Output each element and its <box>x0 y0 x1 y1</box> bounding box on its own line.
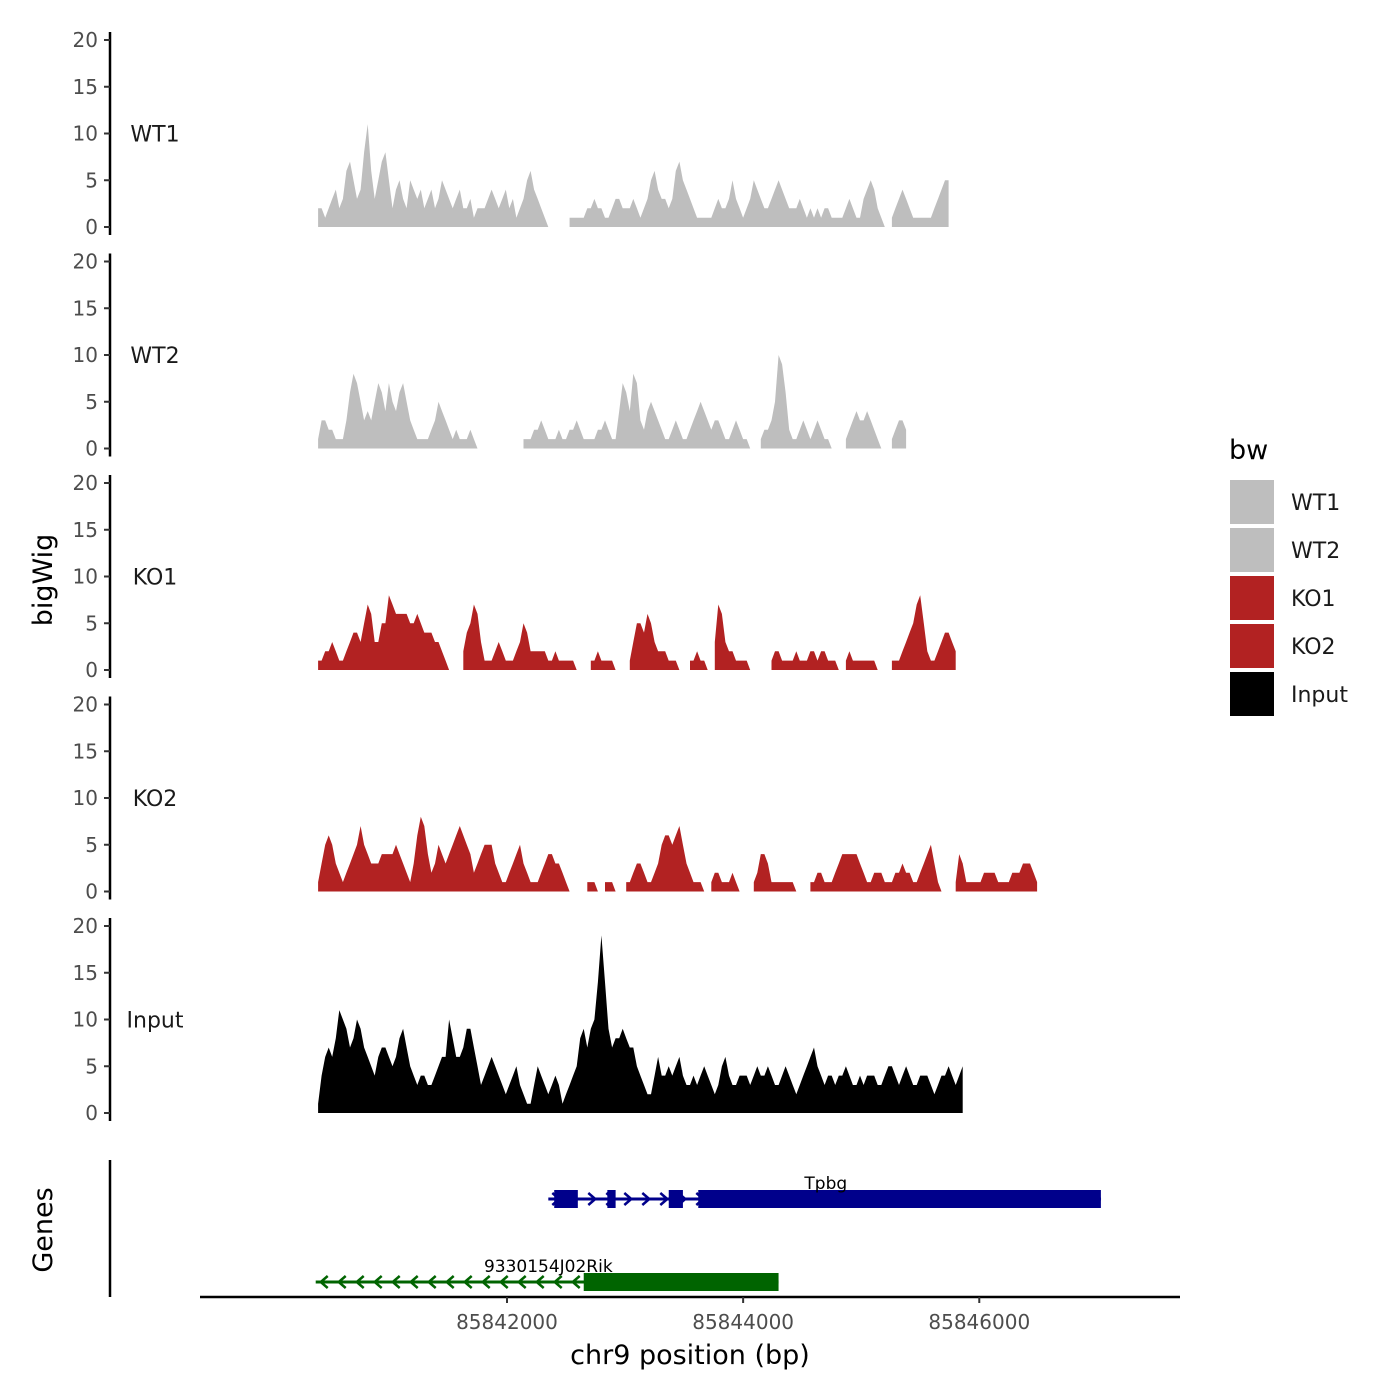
y-tick-label: 10 <box>73 1008 98 1032</box>
strand-arrow <box>408 1275 419 1289</box>
legend-entry-wt2: WT2 <box>1230 528 1340 572</box>
track-wt1: 0 5 10 15 20 WT1 <box>73 28 949 239</box>
y-tick-label: 0 <box>85 880 98 904</box>
legend-label: WT2 <box>1291 539 1340 564</box>
y-tick-label: 5 <box>85 833 98 857</box>
y-tick-label: 0 <box>85 437 98 461</box>
y-tick-label: 15 <box>73 961 98 985</box>
strand-arrow <box>623 1192 634 1206</box>
y-tick-label: 20 <box>73 471 98 495</box>
legend-entry-input: Input <box>1230 672 1348 716</box>
legend-swatch <box>1230 528 1274 572</box>
strand-arrow <box>641 1192 652 1206</box>
track-label: WT2 <box>130 344 179 369</box>
gene-name-label: 9330154J02Rik <box>484 1257 613 1277</box>
y-tick-label: 20 <box>73 914 98 938</box>
y-tick-label: 20 <box>73 28 98 52</box>
y-tick-label: 15 <box>73 75 98 99</box>
y-tick-label: 10 <box>73 786 98 810</box>
y-tick-label: 20 <box>73 693 98 717</box>
y-tick-label: 0 <box>85 215 98 239</box>
track-label: KO1 <box>133 566 178 591</box>
strand-arrow <box>480 1275 491 1289</box>
x-axis-title: chr9 position (bp) <box>570 1340 810 1371</box>
genes-axis-title: Genes <box>28 1187 59 1272</box>
gene-exon <box>607 1190 616 1208</box>
signal-area <box>318 124 949 227</box>
x-tick-label: 85846000 <box>928 1310 1030 1334</box>
strand-arrow <box>552 1275 563 1289</box>
legend-swatch <box>1230 480 1274 524</box>
y-tick-label: 5 <box>85 168 98 192</box>
strand-arrow <box>498 1275 509 1289</box>
strand-arrow <box>587 1192 598 1206</box>
signal-area <box>318 595 956 670</box>
legend-label: WT1 <box>1291 491 1340 516</box>
legend-swatch <box>1230 624 1274 668</box>
y-tick-label: 15 <box>73 739 98 763</box>
strand-arrow <box>534 1275 545 1289</box>
signal-area <box>318 355 907 449</box>
gene-9330154j02rik: 9330154J02Rik <box>315 1257 779 1291</box>
legend-entry-ko1: KO1 <box>1230 576 1336 620</box>
signal-area <box>318 816 1038 892</box>
strand-arrow <box>659 1192 670 1206</box>
y-tick-label: 10 <box>73 122 98 146</box>
y-tick-label: 10 <box>73 343 98 367</box>
track-wt2: 0 5 10 15 20 WT2 <box>73 250 907 461</box>
legend: bw WT1 WT2 KO1 KO2 Input <box>1229 435 1348 716</box>
strand-arrow <box>354 1275 365 1289</box>
strand-arrow <box>336 1275 347 1289</box>
strand-arrow <box>426 1275 437 1289</box>
y-tick-label: 0 <box>85 1101 98 1125</box>
y-tick-label: 20 <box>73 250 98 274</box>
y-tick-label: 0 <box>85 658 98 682</box>
track-input: 0 5 10 15 20 Input <box>73 914 963 1125</box>
x-tick-label: 85844000 <box>692 1310 794 1334</box>
gene-exon <box>554 1190 578 1208</box>
legend-swatch <box>1230 576 1274 620</box>
legend-entry-wt1: WT1 <box>1230 480 1340 524</box>
gene-tpbg: Tpbg <box>548 1174 1102 1208</box>
track-label: WT1 <box>130 123 179 148</box>
strand-arrow <box>372 1275 383 1289</box>
genes-layer: Tpbg 9330154J02Rik <box>108 1160 1102 1297</box>
x-axis: 85842000 85844000 85846000 <box>200 1295 1180 1334</box>
legend-label: KO2 <box>1291 635 1336 660</box>
track-label: KO2 <box>133 787 178 812</box>
strand-arrow <box>390 1275 401 1289</box>
legend-swatch <box>1230 672 1274 716</box>
strand-arrow <box>570 1275 581 1289</box>
legend-label: Input <box>1291 683 1348 708</box>
strand-arrow <box>444 1275 455 1289</box>
strand-arrow <box>516 1275 527 1289</box>
gene-exon <box>583 1273 779 1291</box>
gene-exon <box>668 1190 683 1208</box>
strand-arrow <box>318 1275 329 1289</box>
y-tick-label: 15 <box>73 518 98 542</box>
track-ko2: 0 5 10 15 20 KO2 <box>73 693 1038 904</box>
y-tick-label: 5 <box>85 1054 98 1078</box>
track-label: Input <box>127 1009 184 1034</box>
y-axis-title: bigWig <box>28 534 59 627</box>
tracks-layer: 0 5 10 15 20 WT1 0 5 10 15 20 WT2 0 5 10 15 20 KO1 0 5 10 15 2… <box>73 28 1038 1125</box>
legend-label: KO1 <box>1291 587 1336 612</box>
y-tick-label: 5 <box>85 611 98 635</box>
y-tick-label: 5 <box>85 390 98 414</box>
strand-arrow <box>462 1275 473 1289</box>
track-ko1: 0 5 10 15 20 KO1 <box>73 471 956 682</box>
gene-name-label: Tpbg <box>803 1174 847 1194</box>
y-tick-label: 15 <box>73 296 98 320</box>
legend-title: bw <box>1229 435 1268 466</box>
signal-area <box>318 935 963 1113</box>
y-tick-label: 10 <box>73 565 98 589</box>
x-tick-label: 85842000 <box>456 1310 558 1334</box>
gene-exon <box>698 1190 1101 1208</box>
legend-entry-ko2: KO2 <box>1230 624 1336 668</box>
